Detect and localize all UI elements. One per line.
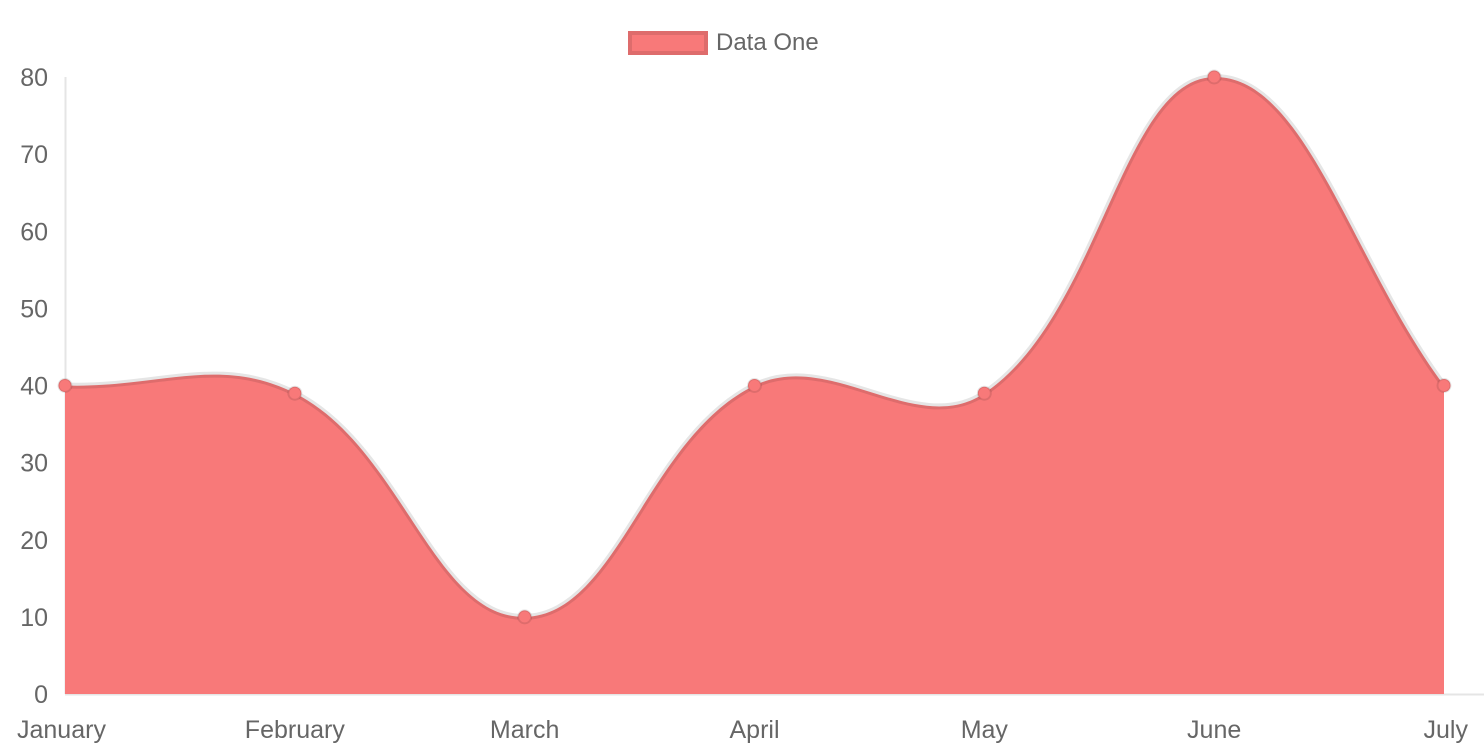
x-tick-label: June [1187,716,1241,744]
x-tick-label: May [961,716,1009,744]
data-point-february[interactable] [287,385,303,401]
y-tick-label: 50 [20,295,48,323]
legend-item-data-one[interactable]: Data One [628,31,819,55]
data-point-january[interactable] [57,378,73,393]
y-tick-label: 0 [34,681,48,709]
y-tick-label: 30 [20,450,48,478]
data-point-july[interactable] [1436,378,1452,393]
x-tick-label: January [17,716,106,744]
legend-label: Data One [716,29,819,56]
data-point-may[interactable] [976,385,992,401]
y-tick-label: 70 [20,141,48,169]
y-tick-label: 10 [20,604,48,632]
line-stroke [64,73,1447,620]
x-tick-label: February [245,716,346,744]
x-tick-label: March [490,716,559,744]
y-tick-label: 80 [20,64,48,92]
y-tick-label: 60 [20,218,48,246]
x-tick-label: April [729,716,779,744]
data-point-march[interactable] [517,609,533,625]
data-point-april[interactable] [747,378,762,393]
data-point-june[interactable] [1206,69,1222,85]
y-tick-label: 40 [20,373,48,401]
y-tick-label: 20 [20,527,48,555]
x-tick-label: July [1424,716,1469,744]
area-fill [65,76,1444,694]
legend-swatch [628,31,708,55]
